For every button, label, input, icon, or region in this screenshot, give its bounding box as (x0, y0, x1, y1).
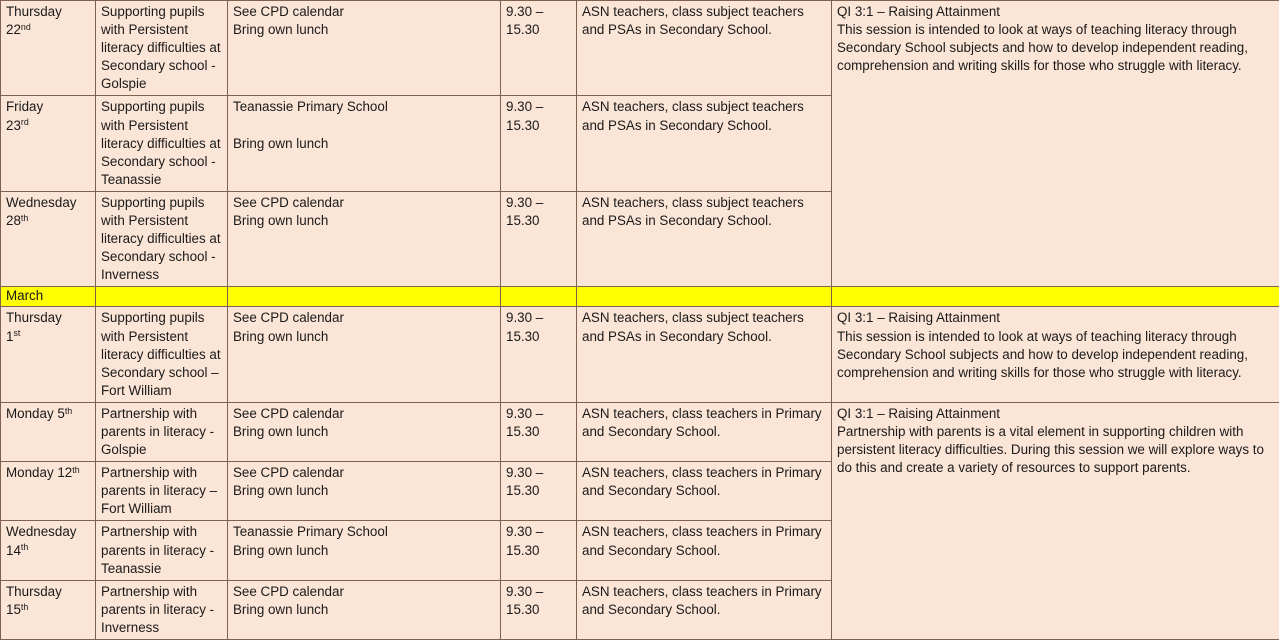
venue-line-2: Bring own lunch (233, 135, 496, 153)
cell-course-title: Partnership with parents in literacy - T… (96, 521, 228, 580)
cell-month-blank (228, 287, 501, 307)
cell-course-title: Supporting pupils with Persistent litera… (96, 191, 228, 286)
cell-audience: ASN teachers, class teachers in Primary … (577, 580, 832, 639)
venue-line-1: See CPD calendar (233, 309, 496, 327)
date-ordinal-suffix: th (21, 602, 28, 612)
date-ordinal-suffix: rd (21, 117, 29, 127)
cell-month-blank (832, 287, 1279, 307)
venue-line-1: See CPD calendar (233, 583, 496, 601)
cell-month-label: March (1, 287, 96, 307)
cell-time: 9.30 – 15.30 (501, 1, 577, 96)
cell-audience: ASN teachers, class teachers in Primary … (577, 521, 832, 580)
venue-line-2: Bring own lunch (233, 542, 496, 560)
cell-venue: Teanassie Primary School Bring own lunch (228, 96, 501, 191)
detail-body: Partnership with parents is a vital elem… (837, 423, 1275, 477)
venue-line-2: Bring own lunch (233, 21, 496, 39)
detail-heading: QI 3:1 – Raising Attainment (837, 3, 1275, 21)
cell-date: Monday 12th (1, 462, 96, 521)
cell-audience: ASN teachers, class subject teachers and… (577, 1, 832, 96)
cell-course-title: Partnership with parents in literacy - I… (96, 580, 228, 639)
cell-month-blank (96, 287, 228, 307)
cell-course-title: Partnership with parents in literacy - G… (96, 402, 228, 461)
cell-time: 9.30 – 15.30 (501, 191, 577, 286)
date-ordinal-suffix: st (13, 328, 20, 338)
cell-audience: ASN teachers, class subject teachers and… (577, 96, 832, 191)
detail-heading: QI 3:1 – Raising Attainment (837, 405, 1275, 423)
cell-audience: ASN teachers, class subject teachers and… (577, 307, 832, 402)
cell-month-blank (577, 287, 832, 307)
cell-time: 9.30 – 15.30 (501, 307, 577, 402)
cell-audience: ASN teachers, class teachers in Primary … (577, 402, 832, 461)
cell-audience: ASN teachers, class teachers in Primary … (577, 462, 832, 521)
cell-month-blank (501, 287, 577, 307)
venue-line-1: Teanassie Primary School (233, 523, 496, 541)
venue-line-2: Bring own lunch (233, 423, 496, 441)
date-ordinal-suffix: th (65, 406, 72, 416)
detail-body: This session is intended to look at ways… (837, 328, 1275, 382)
date-ordinal-suffix: th (21, 542, 28, 552)
venue-line-2: Bring own lunch (233, 212, 496, 230)
cell-date: Monday 5th (1, 402, 96, 461)
cell-time: 9.30 – 15.30 (501, 521, 577, 580)
date-ordinal-suffix: th (72, 465, 79, 475)
venue-line-1: Teanassie Primary School (233, 98, 496, 116)
detail-body: This session is intended to look at ways… (837, 21, 1275, 75)
venue-line-1: See CPD calendar (233, 405, 496, 423)
venue-line-2: Bring own lunch (233, 328, 496, 346)
venue-line-2: Bring own lunch (233, 482, 496, 500)
cell-course-title: Partnership with parents in literacy – F… (96, 462, 228, 521)
month-header-row: March (1, 287, 1279, 307)
venue-line-1: See CPD calendar (233, 3, 496, 21)
date-ordinal-suffix: th (21, 213, 28, 223)
venue-line-2: Bring own lunch (233, 601, 496, 619)
cell-time: 9.30 – 15.30 (501, 580, 577, 639)
detail-heading: QI 3:1 – Raising Attainment (837, 309, 1275, 327)
cell-audience: ASN teachers, class subject teachers and… (577, 191, 832, 286)
cell-time: 9.30 – 15.30 (501, 402, 577, 461)
venue-line-1: See CPD calendar (233, 194, 496, 212)
cell-course-title: Supporting pupils with Persistent litera… (96, 96, 228, 191)
cell-time: 9.30 – 15.30 (501, 462, 577, 521)
date-ordinal-suffix: nd (21, 22, 31, 32)
venue-line-1: See CPD calendar (233, 464, 496, 482)
cell-course-title: Supporting pupils with Persistent litera… (96, 307, 228, 402)
venue-spacer (233, 117, 496, 135)
cell-time: 9.30 – 15.30 (501, 96, 577, 191)
cell-course-title: Supporting pupils with Persistent litera… (96, 1, 228, 96)
